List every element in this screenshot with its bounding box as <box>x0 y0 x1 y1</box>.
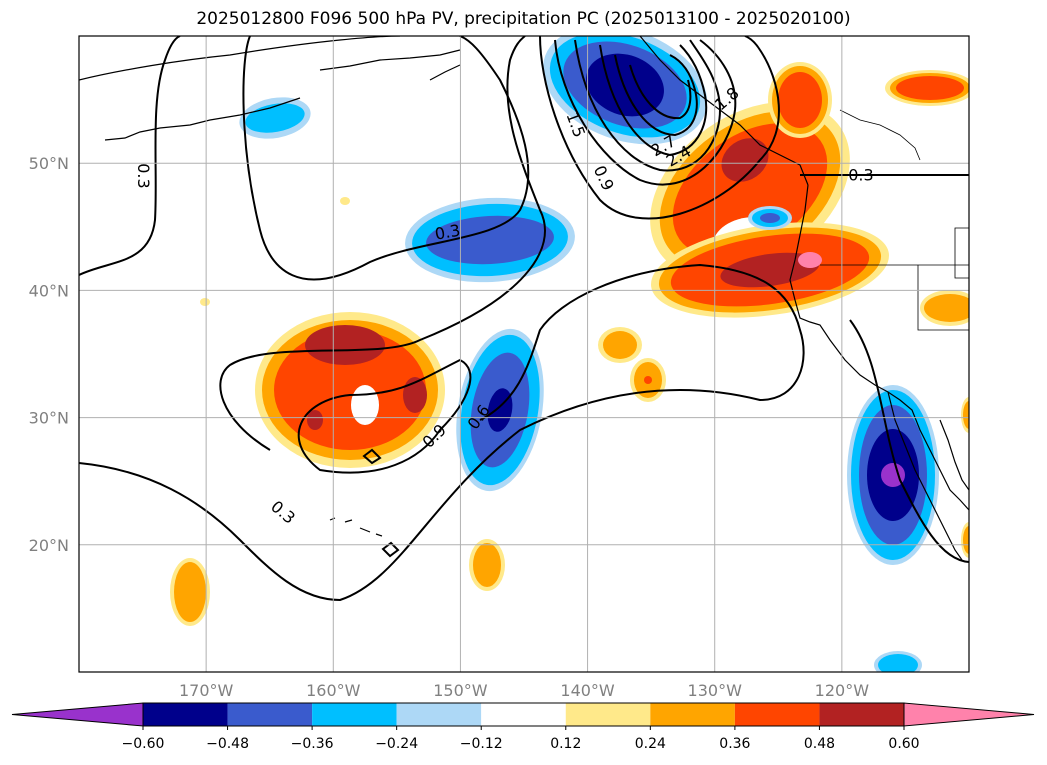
contour-label: 0.3 <box>134 163 153 188</box>
lat-tick-label: 50°N <box>29 154 69 173</box>
coastline-gulf <box>939 419 969 491</box>
colorbar-level-label: 0.60 <box>888 736 919 752</box>
lon-tick-label: 130°W <box>688 681 743 700</box>
colorbar-swatch <box>650 703 735 726</box>
pv-contour-09-north <box>539 36 780 220</box>
precip-hole <box>351 385 379 425</box>
longitude-labels: 170°W 160°W 150°W 140°W 130°W 120°W <box>179 681 869 700</box>
colorbar-level-label: 0.36 <box>719 736 750 752</box>
precip-positive-core <box>403 377 427 413</box>
lon-tick-label: 150°W <box>433 681 488 700</box>
precip-positive-blob <box>473 543 501 587</box>
precip-positive-blob <box>603 331 637 359</box>
pv-contour-09 <box>297 358 472 474</box>
colorbar-swatch <box>227 703 313 726</box>
colorbar-swatch <box>143 703 228 726</box>
contour-label: 0.3 <box>433 221 461 244</box>
precip-negative-blob <box>760 213 780 223</box>
precip-negative-blob <box>878 654 918 672</box>
precip-positive-blob <box>924 294 969 322</box>
gridlines <box>79 36 969 672</box>
precip-negative-blob <box>426 215 554 265</box>
pv-contour-high-inner <box>629 64 692 120</box>
precip-positive-blob <box>896 76 964 100</box>
lon-tick-label: 140°W <box>560 681 615 700</box>
lat-tick-label: 40°N <box>29 281 69 300</box>
precip-positive-core <box>305 325 385 365</box>
pv-contour-south-east <box>849 319 969 563</box>
contour-label: 0.3 <box>267 497 299 528</box>
lon-tick-label: 170°W <box>179 681 234 700</box>
contour-label: 0.3 <box>848 165 873 184</box>
precip-negative-blob <box>881 463 905 487</box>
precip-positive-blob <box>644 376 652 384</box>
colorbar-level-label: 0.12 <box>550 736 581 752</box>
contour-label: 0.9 <box>590 162 618 193</box>
pv-contour-03-west <box>79 36 181 276</box>
pv-contour-27 <box>614 54 698 137</box>
colorbar-level-label: −0.24 <box>375 736 418 752</box>
precip-positive-dot <box>340 197 350 205</box>
lon-tick-label: 160°W <box>306 681 361 700</box>
colorbar-level-label: −0.12 <box>460 736 503 752</box>
coastline-bc <box>639 36 809 186</box>
coastline-baja <box>887 391 963 561</box>
coastline-us-west <box>789 184 969 511</box>
latitude-labels: 50°N 40°N 30°N 20°N <box>29 154 69 555</box>
colorbar-swatch <box>819 703 904 726</box>
colorbar-swatch <box>312 703 397 726</box>
precip-positive-blob <box>174 562 206 622</box>
colorbar: −0.60 −0.48 −0.36 −0.24 −0.12 0.12 0.24 0.36 0.4… <box>11 702 1035 752</box>
pv-contour-03-main <box>242 36 530 281</box>
precip-positive-blob <box>963 526 969 554</box>
pv-contour-small-1 <box>362 448 382 465</box>
precip-positive-core <box>721 138 769 182</box>
colorbar-swatch <box>565 703 651 726</box>
colorbar-level-label: 0.48 <box>804 736 835 752</box>
colorbar-extend-min <box>11 702 144 727</box>
precip-positive-core <box>307 410 323 430</box>
colorbar-swatch <box>481 703 566 726</box>
pv-contour-15 <box>554 39 737 186</box>
coastline-alaska <box>79 36 461 141</box>
borders <box>808 109 969 331</box>
coastline-islands <box>329 517 383 537</box>
colorbar-extend-max <box>903 702 1035 727</box>
colorbar-frame <box>142 702 905 727</box>
map-frame <box>78 35 970 673</box>
coastlines <box>79 36 969 561</box>
pv-contours <box>79 36 969 602</box>
lat-tick-label: 20°N <box>29 536 69 555</box>
colorbar-swatch <box>396 703 482 726</box>
lat-tick-label: 30°N <box>29 409 69 428</box>
colorbar-level-label: −0.48 <box>206 736 249 752</box>
pv-contour-24 <box>599 44 708 157</box>
precip-positive-blob <box>778 72 822 128</box>
precip-positive-blob <box>963 401 969 429</box>
colorbar-swatch <box>734 703 820 726</box>
pv-contour-18 <box>574 39 722 172</box>
chart-title: 2025012800 F096 500 hPa PV, precipitatio… <box>196 9 851 29</box>
precipitation-shading <box>170 36 969 672</box>
pv-contour-06 <box>219 36 546 451</box>
colorbar-level-label: −0.36 <box>291 736 334 752</box>
colorbar-level-label: 0.24 <box>635 736 666 752</box>
lon-tick-label: 120°W <box>815 681 870 700</box>
colorbar-level-label: −0.60 <box>122 736 165 752</box>
precip-positive-dot <box>200 298 210 306</box>
precip-positive-peak <box>798 252 822 268</box>
